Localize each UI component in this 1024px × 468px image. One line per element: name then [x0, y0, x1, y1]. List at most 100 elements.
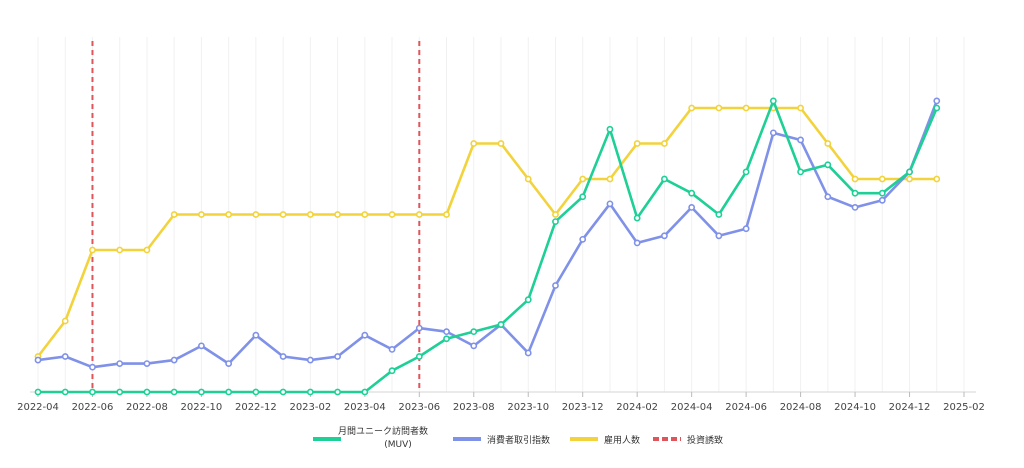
data-point — [279, 353, 287, 360]
x-tick-label: 2023-08 — [453, 402, 495, 413]
data-point — [470, 140, 478, 147]
x-tick-label: 2024-04 — [671, 402, 713, 413]
data-point — [198, 388, 205, 396]
data-point — [824, 193, 832, 201]
data-point — [143, 388, 151, 396]
data-point — [170, 211, 178, 218]
data-point — [415, 353, 423, 360]
x-tick-label: 2023-06 — [398, 402, 440, 413]
data-point — [470, 342, 478, 350]
x-axis: 2022-04 2022-06 2022-08 2022-10 2022-12 2023-… — [17, 391, 985, 413]
data-point — [797, 136, 804, 144]
data-point — [606, 200, 614, 208]
series-group — [34, 97, 941, 396]
data-point — [742, 168, 750, 176]
data-point — [89, 246, 96, 254]
data-point — [742, 225, 750, 233]
data-point — [61, 353, 69, 360]
data-point — [116, 360, 124, 367]
data-point — [933, 175, 941, 183]
data-point — [170, 388, 178, 396]
x-tick-label: 2023-02 — [289, 402, 331, 413]
x-tick-label: 2024-06 — [725, 402, 767, 413]
x-tick-label: 2023-10 — [507, 402, 549, 413]
data-point — [143, 360, 151, 367]
data-point — [851, 189, 859, 197]
data-point — [252, 331, 260, 339]
data-point — [633, 140, 641, 147]
data-point — [933, 104, 941, 112]
data-point — [878, 189, 886, 197]
data-point — [769, 129, 777, 137]
data-point — [933, 97, 941, 105]
data-point — [388, 211, 396, 218]
data-point — [715, 211, 723, 218]
data-point — [824, 161, 832, 169]
data-point — [524, 296, 532, 304]
data-point — [361, 388, 369, 396]
data-point — [89, 388, 96, 396]
data-point — [906, 168, 913, 176]
data-point — [661, 140, 668, 147]
data-point — [306, 388, 314, 396]
data-point — [334, 353, 341, 360]
data-point — [279, 388, 287, 396]
data-point — [878, 196, 886, 204]
series-line — [38, 99, 938, 394]
x-tick-label: 2022-10 — [181, 402, 223, 413]
data-point — [225, 388, 233, 396]
legend-label: 投資誘致 — [687, 434, 723, 446]
data-point — [306, 356, 314, 364]
x-tick-label: 2024-02 — [616, 402, 658, 413]
data-point — [906, 175, 913, 183]
data-point — [225, 211, 233, 218]
data-point — [851, 203, 859, 211]
data-point — [579, 175, 587, 183]
data-point — [633, 214, 641, 222]
data-point — [361, 211, 369, 218]
data-point — [361, 331, 369, 339]
x-tick-label: 2025-02 — [943, 402, 985, 413]
data-point — [851, 175, 859, 183]
data-point — [552, 211, 559, 218]
data-point — [252, 211, 260, 218]
data-point — [198, 342, 205, 350]
data-point — [61, 388, 69, 396]
data-point — [579, 235, 587, 243]
x-tick-label: 2024-12 — [889, 402, 931, 413]
data-point — [306, 211, 314, 218]
x-tick-label: 2023-04 — [344, 402, 386, 413]
data-point — [797, 168, 804, 176]
data-point — [797, 104, 804, 112]
data-point — [443, 328, 450, 336]
data-point — [524, 175, 532, 183]
data-point — [633, 239, 641, 247]
data-point — [143, 246, 151, 254]
legend-label: 消費者取引指数 — [487, 434, 550, 446]
data-point — [524, 349, 532, 357]
data-point — [415, 211, 423, 218]
legend-label: 月間ユニーク訪問者数 — [338, 425, 428, 437]
data-point — [688, 104, 696, 112]
legend-label: 雇用人数 — [604, 434, 640, 446]
data-point — [334, 388, 341, 396]
data-point — [497, 321, 505, 328]
x-tick-label: 2022-12 — [235, 402, 277, 413]
data-point — [824, 140, 832, 147]
x-tick-label: 2022-04 — [17, 402, 59, 413]
data-point — [198, 211, 205, 218]
data-point — [116, 388, 124, 396]
data-point — [661, 175, 668, 183]
legend-label: (MUV) — [384, 440, 412, 450]
legend: 月間ユニーク訪問者数 (MUV) 消費者取引指数 雇用人数 投資誘致 — [313, 425, 723, 450]
data-point — [579, 193, 587, 201]
data-point — [552, 218, 559, 225]
data-point — [388, 345, 396, 353]
data-point — [279, 211, 287, 218]
x-tick-label: 2023-12 — [562, 402, 604, 413]
data-point — [606, 175, 614, 183]
data-point — [688, 189, 696, 197]
data-point — [116, 246, 124, 254]
series-line — [36, 106, 937, 358]
data-point — [89, 363, 96, 371]
